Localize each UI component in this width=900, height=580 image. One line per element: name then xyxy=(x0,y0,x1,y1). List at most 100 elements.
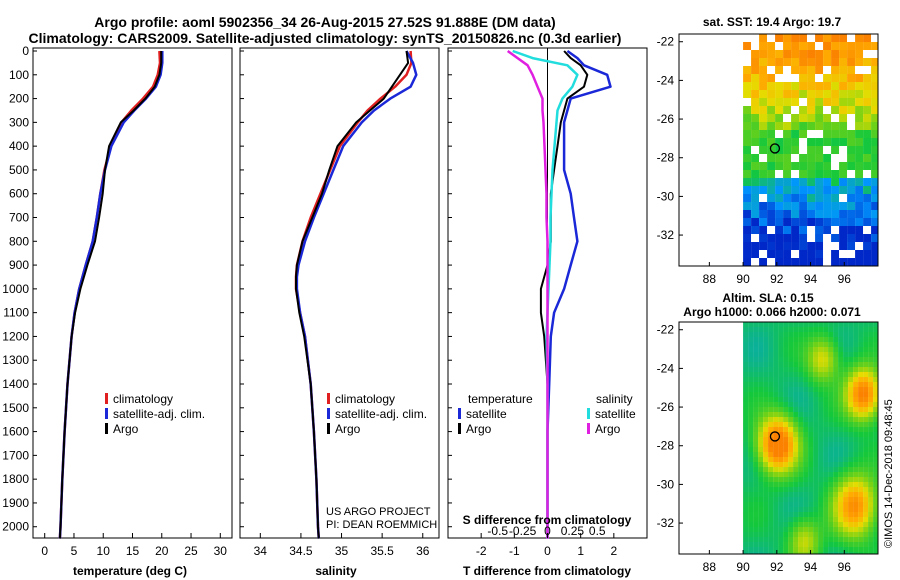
sst-cell xyxy=(799,202,808,210)
sla-cell xyxy=(778,542,784,547)
sla-cell xyxy=(833,517,839,522)
sla-cell xyxy=(858,507,864,512)
sla-cell xyxy=(823,377,829,382)
sla-cell xyxy=(803,542,809,547)
sla-cell xyxy=(828,412,834,417)
sla-cell xyxy=(748,412,754,417)
sla-cell xyxy=(753,362,759,367)
sst-cell xyxy=(847,58,856,66)
sla-cell xyxy=(838,352,844,357)
sst-cell xyxy=(767,58,776,66)
sla-cell xyxy=(803,387,809,392)
sla-cell xyxy=(773,382,779,387)
sla-cell xyxy=(828,342,834,347)
sst-cell xyxy=(815,194,824,202)
sla-cell xyxy=(868,537,874,542)
sst-cell xyxy=(759,210,768,218)
sst-cell xyxy=(847,146,856,154)
sla-cell xyxy=(753,402,759,407)
sla-cell xyxy=(833,542,839,547)
sst-cell xyxy=(823,234,832,242)
sst-cell xyxy=(839,130,848,138)
sst-cell xyxy=(775,34,784,42)
sla-cell xyxy=(793,487,799,492)
sla-cell xyxy=(828,387,834,392)
sla-cell xyxy=(803,407,809,412)
sla-cell xyxy=(763,377,769,382)
sla-cell xyxy=(808,412,814,417)
sla-cell xyxy=(838,407,844,412)
sla-cell xyxy=(843,407,849,412)
sla-cell xyxy=(748,447,754,452)
sla-cell xyxy=(783,537,789,542)
sla-cell xyxy=(813,457,819,462)
sst-cell xyxy=(791,194,800,202)
sla-cell xyxy=(773,492,779,497)
sst-cell xyxy=(855,58,864,66)
x-tick-label-top: -0.25 xyxy=(509,524,537,538)
sst-cell xyxy=(871,82,878,90)
sst-cell xyxy=(855,162,864,170)
sst-cell xyxy=(807,186,816,194)
sla-cell xyxy=(793,447,799,452)
sla-cell xyxy=(788,392,794,397)
sla-cell xyxy=(758,367,764,372)
sla-cell xyxy=(768,352,774,357)
sst-cell xyxy=(807,114,816,122)
sst-cell xyxy=(815,162,824,170)
sla-cell xyxy=(748,327,754,332)
sla-cell xyxy=(793,337,799,342)
sst-cell xyxy=(815,106,824,114)
sst-cell xyxy=(871,146,878,154)
sst-cell xyxy=(743,50,752,58)
sla-cell xyxy=(773,522,779,527)
sla-cell xyxy=(793,527,799,532)
sla-cell xyxy=(848,397,854,402)
sla-cell xyxy=(828,427,834,432)
sst-cell xyxy=(791,210,800,218)
sst-cell xyxy=(751,234,760,242)
sla-cell xyxy=(783,497,789,502)
sla-cell xyxy=(783,542,789,547)
sla-cell xyxy=(803,402,809,407)
x-tick-label: -2 xyxy=(476,544,487,558)
sla-cell xyxy=(763,322,769,327)
lon-tick-label: 90 xyxy=(736,272,750,286)
sst-cell xyxy=(751,130,760,138)
legend-swatch xyxy=(458,423,461,434)
sla-cell xyxy=(758,382,764,387)
sst-cell xyxy=(775,74,784,82)
sst-cell xyxy=(815,130,824,138)
sla-cell xyxy=(833,332,839,337)
lat-tick-label: -22 xyxy=(657,35,675,49)
sst-cell xyxy=(855,42,864,50)
sla-cell xyxy=(838,332,844,337)
sla-cell xyxy=(758,477,764,482)
sla-cell xyxy=(863,327,869,332)
sla-cell xyxy=(773,452,779,457)
sla-cell xyxy=(783,532,789,537)
sla-cell xyxy=(833,502,839,507)
sst-cell xyxy=(783,138,792,146)
sla-cell xyxy=(853,377,859,382)
depth-tick-label: 1700 xyxy=(2,448,29,462)
sla-cell xyxy=(808,527,814,532)
sla-cell xyxy=(843,337,849,342)
sla-cell xyxy=(813,517,819,522)
sst-cell xyxy=(847,42,856,50)
sst-cell xyxy=(743,34,752,42)
sla-cell xyxy=(743,327,749,332)
sla-cell xyxy=(758,447,764,452)
sst-cell xyxy=(807,170,816,178)
sla-cell xyxy=(823,527,829,532)
sla-cell xyxy=(758,472,764,477)
sst-cell xyxy=(759,130,768,138)
sla-cell xyxy=(748,342,754,347)
sla-cell xyxy=(778,382,784,387)
sla-cell xyxy=(788,437,794,442)
sla-cell xyxy=(783,357,789,362)
sla-cell xyxy=(793,377,799,382)
sla-cell xyxy=(848,462,854,467)
sla-cell xyxy=(758,357,764,362)
sla-cell xyxy=(868,547,874,552)
